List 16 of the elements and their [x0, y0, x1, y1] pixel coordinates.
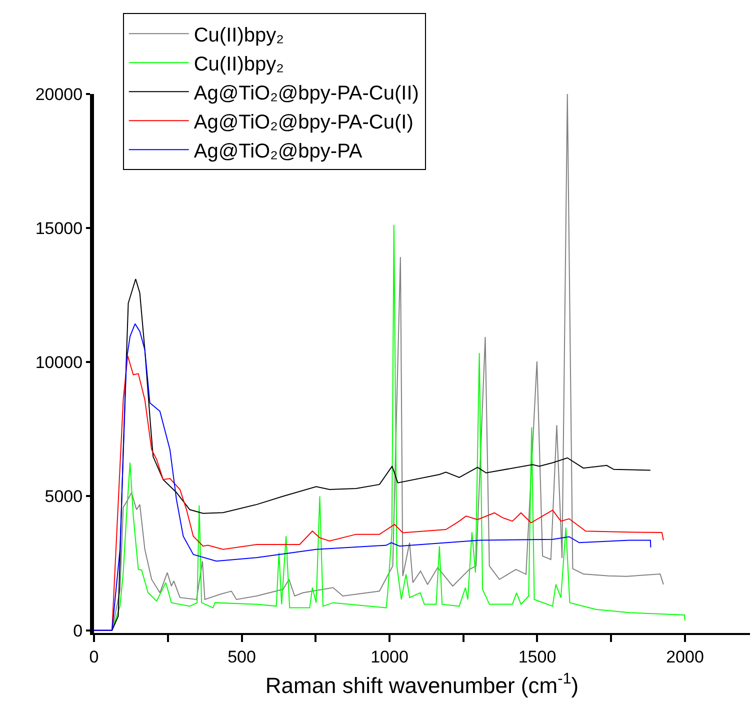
legend-label: Cu(II)bpy₂ [194, 24, 284, 46]
y-tick-label: 0 [73, 621, 83, 640]
y-tick-label: 10000 [35, 353, 83, 372]
legend-label: Ag@TiO₂@bpy-PA-Cu(I) [194, 111, 414, 134]
y-tick-label: 15000 [35, 219, 83, 238]
x-tick-label: 2000 [666, 647, 704, 666]
legend-label: Ag@TiO₂@bpy-PA-Cu(II) [194, 82, 419, 104]
legend-label: Ag@TiO₂@bpy-PA [194, 140, 363, 162]
x-tick-label: 1000 [370, 647, 408, 666]
x-tick-label: 500 [228, 647, 256, 666]
x-axis-title: Raman shift wavenumber (cm$^{-1}$) [265, 670, 579, 698]
x-tick-label: 0 [89, 647, 99, 666]
y-tick-label: 20000 [35, 84, 83, 104]
y-tick-label: 5000 [44, 487, 83, 506]
x-tick-label: 1500 [518, 647, 556, 666]
legend-label: Cu(II)bpy₂ [194, 53, 284, 76]
